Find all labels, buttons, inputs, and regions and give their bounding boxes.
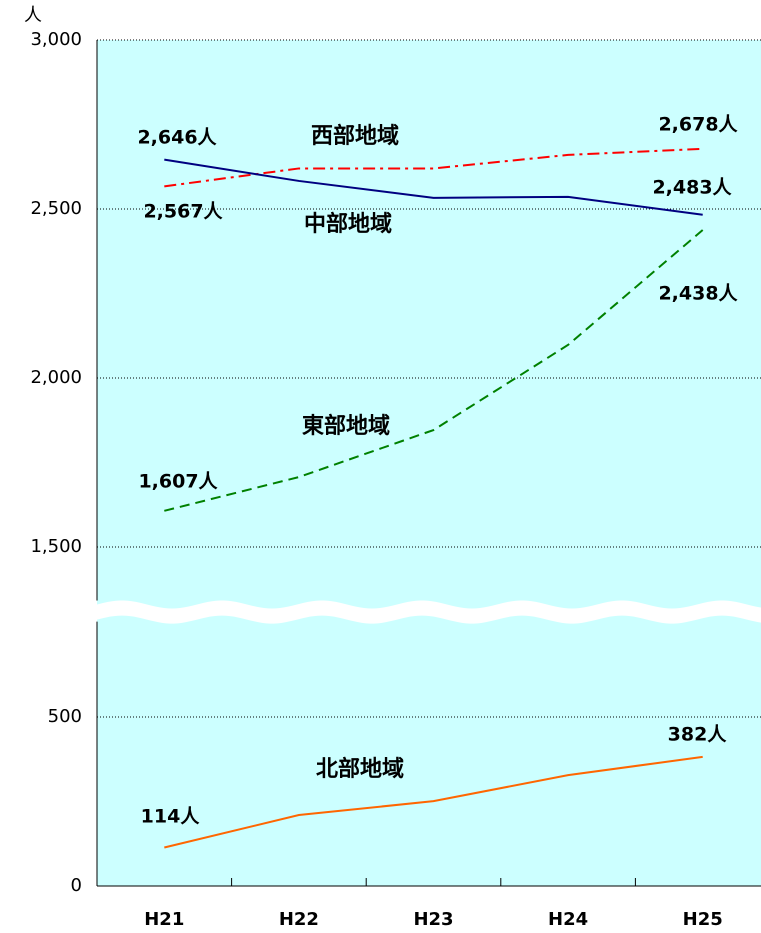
series-label: 北部地域 (316, 756, 404, 782)
data-label: 2,438人 (658, 283, 738, 305)
line (164, 755, 703, 849)
data-label: 2,646人 (137, 127, 217, 149)
data-label: 2,483人 (652, 177, 732, 199)
y-tick-label: 2,000 (30, 367, 82, 388)
y-tick-label: 0 (71, 875, 82, 896)
series-label: 西部地域 (311, 123, 399, 149)
data-label: 2,567人 (143, 201, 223, 223)
y-tick-label: 3,000 (30, 29, 82, 50)
x-tick-label: H21 (144, 909, 184, 930)
y-tick-label: 500 (48, 706, 82, 727)
series-label: 東部地域 (302, 413, 390, 439)
x-tick-label: H24 (548, 909, 588, 930)
data-label: 114人 (141, 806, 201, 828)
x-tick-label: H25 (683, 909, 723, 930)
data-label: 1,607人 (138, 471, 218, 493)
line (164, 158, 703, 216)
x-tick-label: H22 (279, 909, 319, 930)
line (164, 229, 704, 512)
data-label: 2,678人 (658, 114, 738, 136)
x-tick-label: H23 (413, 909, 453, 930)
y-unit: 人 (24, 5, 42, 26)
y-tick-label: 1,500 (30, 536, 82, 557)
plot-area (97, 40, 761, 886)
series-label: 中部地域 (304, 211, 392, 237)
line (164, 147, 703, 188)
y-tick-label: 2,500 (30, 198, 82, 219)
data-label: 382人 (668, 724, 728, 746)
axis-break (92, 600, 761, 624)
